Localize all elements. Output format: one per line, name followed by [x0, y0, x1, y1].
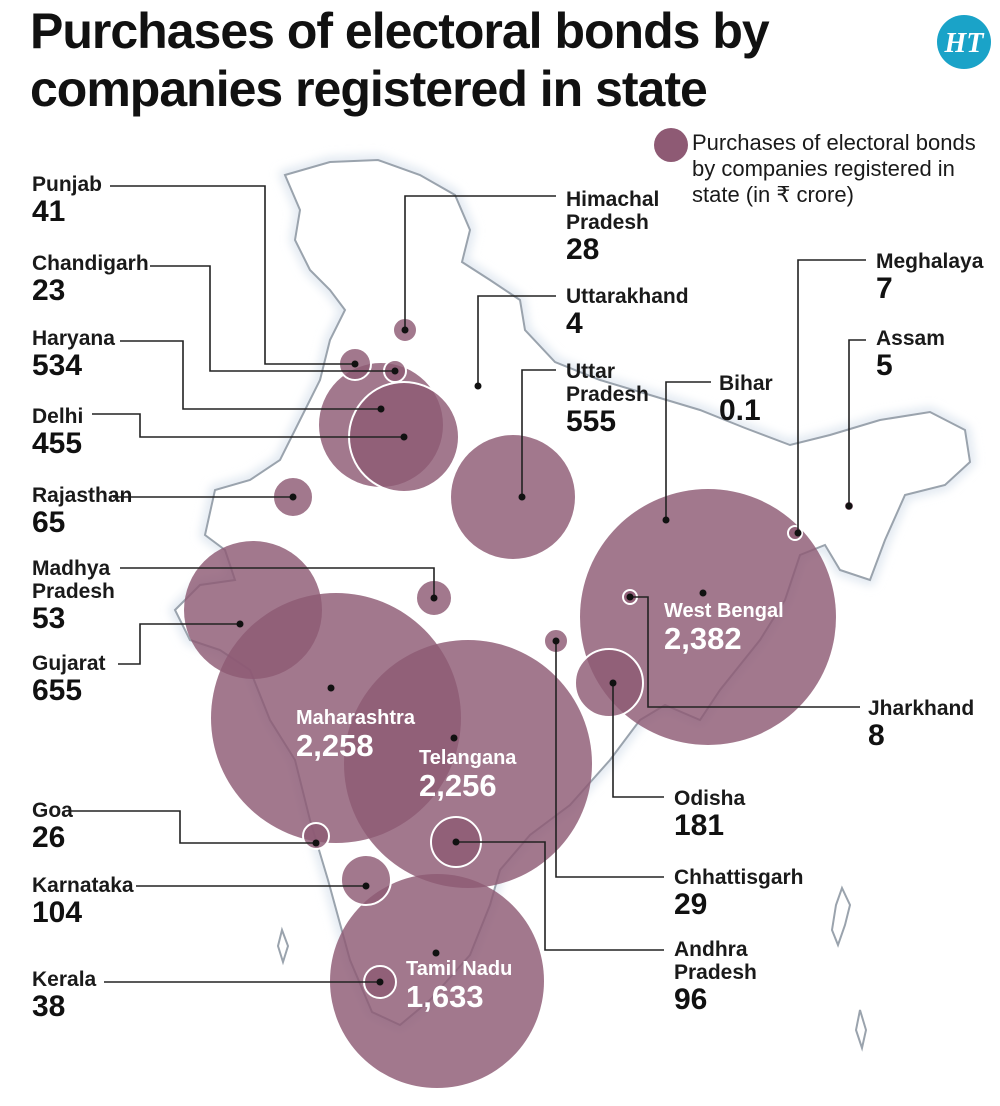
marker-dot-kerala: [376, 978, 384, 986]
chart-title: Purchases of electoral bonds by companie…: [30, 3, 770, 117]
leader-lines: [70, 185, 866, 986]
marker-dot-haryana: [377, 405, 385, 413]
bubble-telangana: [344, 640, 592, 888]
leader-haryana: [120, 340, 381, 410]
leader-andhra-pradesh: [456, 841, 664, 951]
marker-dot-bihar: [662, 516, 670, 524]
label-punjab: Punjab 41: [32, 173, 103, 228]
marker-dot-west-bengal: [699, 589, 707, 597]
leader-madhya-pradesh: [120, 567, 435, 598]
leader-meghalaya: [797, 259, 866, 533]
leader-assam: [848, 339, 866, 506]
label-karnataka: Karnataka 104: [32, 874, 134, 929]
leader-chandigarh: [150, 265, 395, 372]
marker-dot-uttarakhand: [474, 382, 482, 390]
bubble-uttar-pradesh: [451, 435, 575, 559]
marker-dot-punjab: [351, 360, 359, 368]
label-delhi: Delhi 455: [32, 405, 84, 460]
bubble-layer: [184, 317, 855, 1088]
marker-dot-odisha: [609, 679, 617, 687]
bubble-west-bengal: [580, 489, 836, 745]
legend-text: Purchases of electoral bonds by companie…: [692, 130, 976, 207]
label-gujarat: Gujarat 655: [32, 652, 106, 707]
marker-dot-gujarat: [236, 620, 244, 628]
bubble-gujarat: [184, 541, 322, 679]
label-uttar-pradesh: Uttar Pradesh 555: [566, 360, 649, 438]
marker-dot-tamil-nadu: [432, 949, 440, 957]
label-bihar: Bihar 0.1: [719, 372, 773, 427]
label-kerala: Kerala 38: [32, 968, 97, 1023]
leader-uttarakhand: [477, 295, 556, 386]
leader-himachal-pradesh: [404, 195, 556, 330]
marker-dot-assam: [845, 502, 853, 510]
marker-dot-karnataka: [362, 882, 370, 890]
leader-odisha: [612, 683, 664, 798]
label-madhya-pradesh: Madhya Pradesh 53: [32, 557, 115, 635]
marker-dot-delhi: [400, 433, 408, 441]
marker-dot-andhra-pradesh: [452, 838, 460, 846]
leader-punjab: [110, 185, 355, 365]
label-jharkhand: Jharkhand 8: [868, 697, 975, 752]
leader-uttar-pradesh: [521, 369, 556, 497]
marker-dot-meghalaya: [794, 529, 802, 537]
label-odisha: Odisha 181: [674, 787, 746, 842]
ht-logo: HT: [937, 15, 991, 69]
label-tamil-nadu: Tamil Nadu 1,633: [406, 958, 513, 1014]
leader-jharkhand: [630, 596, 860, 708]
legend-bubble-icon: [654, 128, 688, 162]
bubble-odisha: [574, 648, 644, 718]
marker-dot-jharkhand: [626, 593, 634, 601]
label-chhattisgarh: Chhattisgarh 29: [674, 866, 804, 921]
leader-gujarat: [118, 623, 240, 665]
label-chandigarh: Chandigarh 23: [32, 252, 149, 307]
label-andhra-pradesh: Andhra Pradesh 96: [674, 938, 757, 1016]
marker-dot-himachal-pradesh: [401, 326, 409, 334]
marker-dot-chhattisgarh: [552, 637, 560, 645]
marker-dot-madhya-pradesh: [430, 594, 438, 602]
leader-chhattisgarh: [555, 641, 664, 878]
marker-dot-goa: [312, 839, 320, 847]
label-maharashtra: Maharashtra 2,258: [296, 707, 415, 763]
svg-text:HT: HT: [944, 28, 986, 59]
marker-dot-chandigarh: [391, 367, 399, 375]
leader-goa: [70, 810, 316, 844]
label-himachal-pradesh: Himachal Pradesh 28: [566, 188, 660, 266]
label-goa: Goa 26: [32, 799, 73, 854]
marker-dot-maharashtra: [327, 684, 335, 692]
leader-bihar: [665, 381, 711, 520]
marker-dot-uttar-pradesh: [518, 493, 526, 501]
label-meghalaya: Meghalaya 7: [876, 250, 984, 305]
label-rajasthan: Rajasthan 65: [32, 484, 133, 539]
label-west-bengal: West Bengal 2,382: [664, 600, 784, 656]
bubble-karnataka: [340, 854, 392, 906]
marker-dot-rajasthan: [289, 493, 297, 501]
marker-dot-telangana: [450, 734, 458, 742]
label-telangana: Telangana 2,256: [419, 747, 517, 803]
bubble-tamil-nadu: [330, 874, 544, 1088]
leader-delhi: [92, 413, 404, 438]
label-assam: Assam 5: [876, 327, 945, 382]
label-haryana: Haryana 534: [32, 327, 115, 382]
label-uttarakhand: Uttarakhand 4: [566, 285, 689, 340]
